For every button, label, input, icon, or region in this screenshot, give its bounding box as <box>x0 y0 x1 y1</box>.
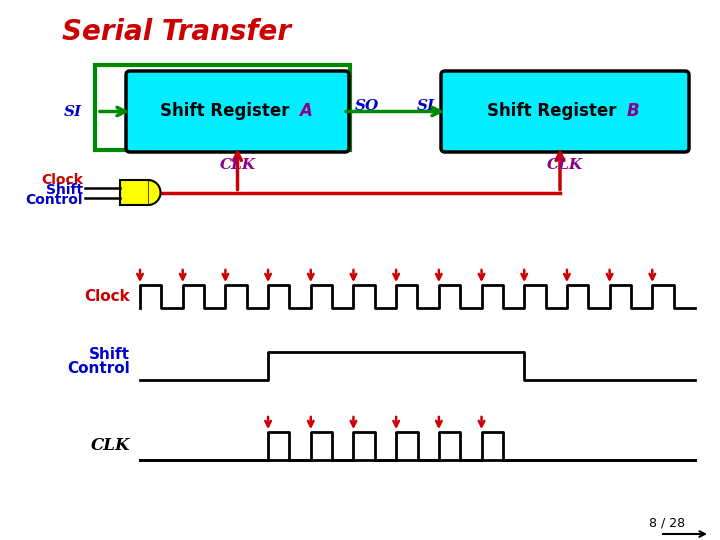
Text: SI: SI <box>417 99 435 113</box>
Polygon shape <box>148 180 161 205</box>
Text: Shift: Shift <box>89 347 130 362</box>
Text: Control: Control <box>67 361 130 376</box>
Text: 8 / 28: 8 / 28 <box>649 517 685 530</box>
Text: A: A <box>299 103 312 120</box>
Text: Serial Transfer: Serial Transfer <box>62 18 291 46</box>
FancyBboxPatch shape <box>441 71 689 152</box>
Text: Clock: Clock <box>41 172 83 186</box>
Text: Control: Control <box>25 193 83 207</box>
Text: SI: SI <box>64 105 82 118</box>
FancyBboxPatch shape <box>126 71 349 152</box>
Text: Shift: Shift <box>46 183 83 197</box>
Text: B: B <box>626 103 639 120</box>
Text: SO: SO <box>355 99 379 113</box>
Text: Clock: Clock <box>84 289 130 304</box>
Text: CLK: CLK <box>220 158 256 172</box>
Text: Shift Register: Shift Register <box>160 103 295 120</box>
Text: CLK: CLK <box>91 437 130 455</box>
Text: CLK: CLK <box>547 158 583 172</box>
Polygon shape <box>120 180 148 205</box>
Text: Shift Register: Shift Register <box>487 103 623 120</box>
